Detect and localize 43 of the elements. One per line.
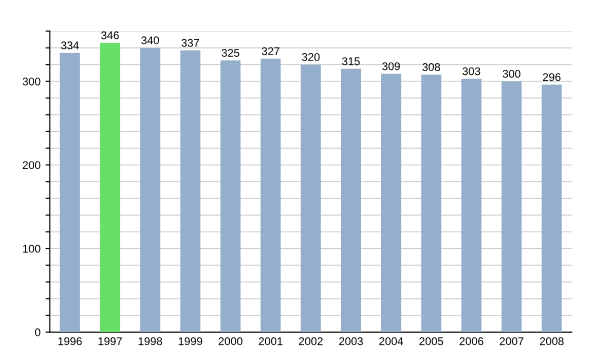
data-label: 308 (422, 63, 440, 72)
x-tick-label: 2002 (299, 337, 323, 346)
x-tick-label: 2004 (379, 337, 404, 346)
bar (100, 42, 120, 332)
bar (300, 64, 321, 332)
bar (340, 68, 361, 332)
data-label: 334 (61, 41, 79, 50)
bar (542, 84, 562, 332)
x-tick-label: 2008 (540, 337, 564, 346)
x-tick-label: 2006 (460, 337, 484, 346)
x-tick-label: 1997 (98, 337, 122, 346)
y-tick-label: 200 (22, 161, 40, 170)
data-label: 327 (262, 47, 280, 56)
x-tick-label: 1999 (178, 337, 202, 346)
data-label: 303 (462, 67, 480, 76)
bar (381, 74, 402, 332)
y-tick-label: 300 (22, 78, 40, 86)
bar (260, 58, 281, 332)
bar (180, 50, 200, 332)
x-tick-label: 2000 (218, 337, 242, 346)
y-tick-label: 100 (23, 244, 40, 253)
x-tick-label: 1998 (138, 337, 162, 346)
x-tick-label: 2003 (339, 337, 363, 346)
data-label: 337 (181, 38, 200, 47)
data-label: 340 (141, 36, 160, 44)
bar (140, 48, 160, 332)
bar (60, 52, 80, 332)
data-label: 315 (342, 57, 360, 66)
data-label: 300 (502, 70, 520, 78)
bar (461, 78, 482, 332)
y-tick-label: 0 (35, 328, 40, 336)
x-tick-label: 2007 (500, 337, 524, 346)
data-label: 325 (222, 48, 240, 57)
x-tick-label: 1996 (58, 337, 82, 346)
bar (502, 81, 522, 332)
data-label: 309 (382, 62, 400, 70)
data-label: 320 (302, 53, 320, 62)
bar (421, 74, 442, 332)
x-tick-label: 2005 (419, 337, 444, 346)
data-label: 296 (543, 73, 561, 82)
data-label: 346 (101, 31, 119, 40)
bar (220, 60, 241, 332)
x-tick-label: 2001 (258, 337, 282, 346)
